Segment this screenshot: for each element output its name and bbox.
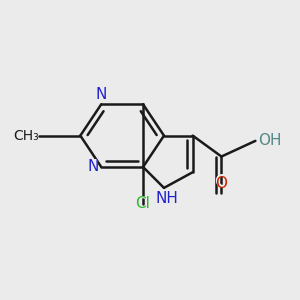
Text: CH₃: CH₃ xyxy=(13,129,38,142)
Text: OH: OH xyxy=(258,134,281,148)
Text: NH: NH xyxy=(155,190,178,206)
Text: Cl: Cl xyxy=(134,195,153,213)
Text: NH: NH xyxy=(152,190,182,208)
Text: O: O xyxy=(214,172,229,190)
Text: N: N xyxy=(87,160,99,175)
Text: Cl: Cl xyxy=(136,196,151,211)
Text: OH: OH xyxy=(258,132,288,150)
Text: O: O xyxy=(215,176,227,190)
Text: N: N xyxy=(94,84,109,102)
Text: N: N xyxy=(96,87,107,102)
Text: CH₃: CH₃ xyxy=(5,127,38,145)
Text: N: N xyxy=(84,158,99,176)
